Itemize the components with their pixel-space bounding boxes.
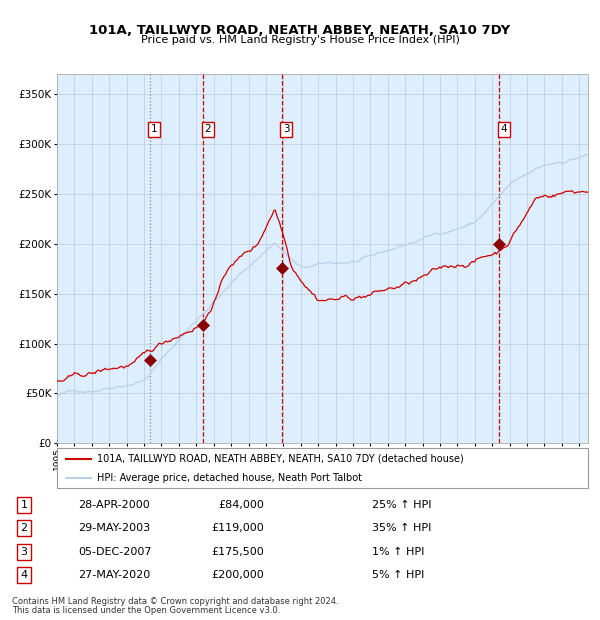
Text: £175,500: £175,500 (211, 547, 264, 557)
Text: 101A, TAILLWYD ROAD, NEATH ABBEY, NEATH, SA10 7DY (detached house): 101A, TAILLWYD ROAD, NEATH ABBEY, NEATH,… (97, 453, 464, 464)
Text: 25% ↑ HPI: 25% ↑ HPI (372, 500, 431, 510)
Text: 27-MAY-2020: 27-MAY-2020 (78, 570, 150, 580)
Text: 2: 2 (205, 124, 211, 135)
Text: 3: 3 (283, 124, 290, 135)
Text: Price paid vs. HM Land Registry's House Price Index (HPI): Price paid vs. HM Land Registry's House … (140, 35, 460, 45)
Text: 1% ↑ HPI: 1% ↑ HPI (372, 547, 424, 557)
Text: £200,000: £200,000 (211, 570, 264, 580)
Text: HPI: Average price, detached house, Neath Port Talbot: HPI: Average price, detached house, Neat… (97, 473, 362, 483)
Text: 3: 3 (20, 547, 28, 557)
Text: 101A, TAILLWYD ROAD, NEATH ABBEY, NEATH, SA10 7DY: 101A, TAILLWYD ROAD, NEATH ABBEY, NEATH,… (89, 24, 511, 37)
Text: £119,000: £119,000 (211, 523, 264, 533)
Text: 1: 1 (151, 124, 157, 135)
Text: 4: 4 (500, 124, 507, 135)
Text: 1: 1 (20, 500, 28, 510)
Text: 05-DEC-2007: 05-DEC-2007 (78, 547, 151, 557)
Text: 4: 4 (20, 570, 28, 580)
Text: 28-APR-2000: 28-APR-2000 (78, 500, 150, 510)
Text: £84,000: £84,000 (218, 500, 264, 510)
Text: 5% ↑ HPI: 5% ↑ HPI (372, 570, 424, 580)
Text: Contains HM Land Registry data © Crown copyright and database right 2024.: Contains HM Land Registry data © Crown c… (12, 597, 338, 606)
Text: 35% ↑ HPI: 35% ↑ HPI (372, 523, 431, 533)
Text: 29-MAY-2003: 29-MAY-2003 (78, 523, 150, 533)
Text: This data is licensed under the Open Government Licence v3.0.: This data is licensed under the Open Gov… (12, 606, 280, 615)
Text: 2: 2 (20, 523, 28, 533)
FancyBboxPatch shape (57, 448, 588, 488)
